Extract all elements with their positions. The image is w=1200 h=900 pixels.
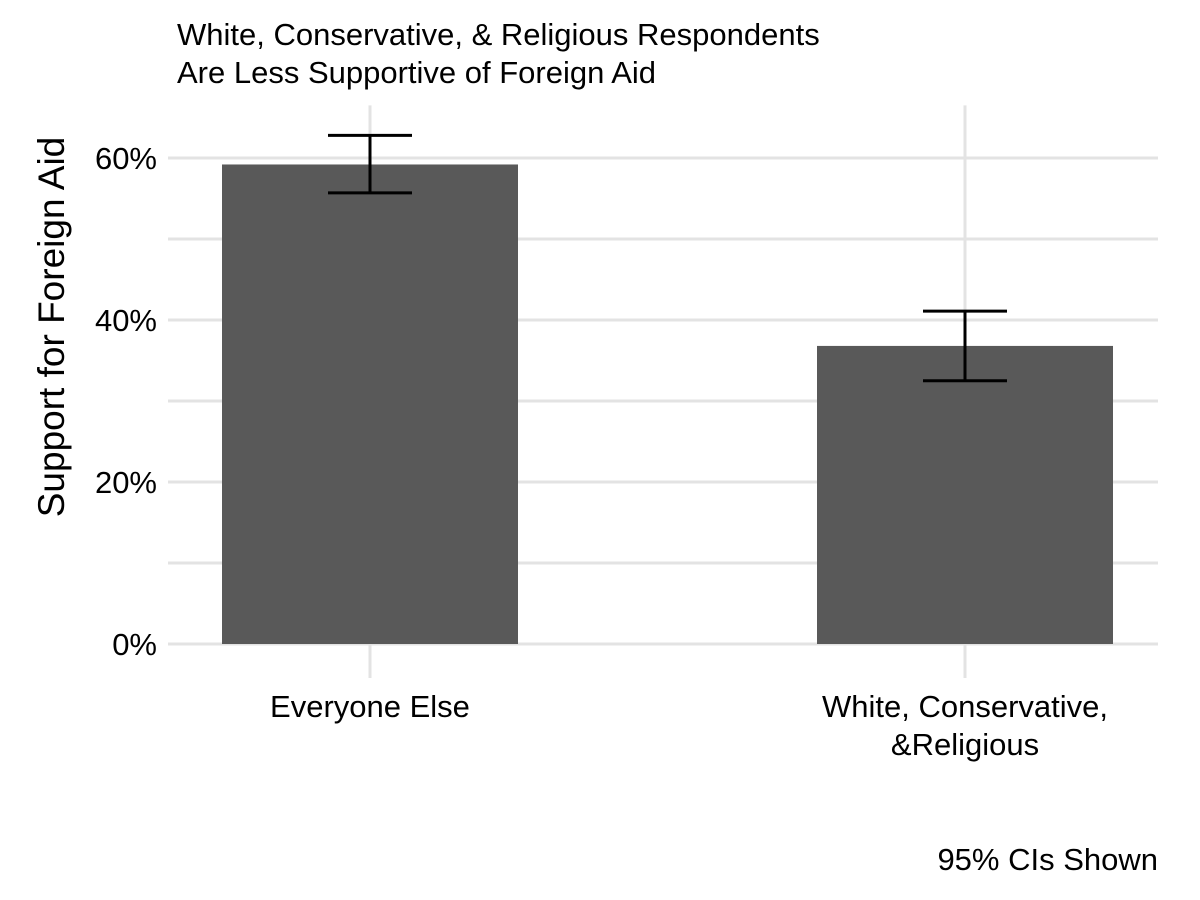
y-tick-label: 0% <box>112 627 157 662</box>
y-tick-label: 20% <box>95 465 157 500</box>
y-tick-label: 40% <box>95 303 157 338</box>
bar <box>222 164 518 645</box>
x-tick-label: &Religious <box>891 727 1039 762</box>
chart-title: White, Conservative, & Religious Respond… <box>177 16 820 92</box>
bar <box>817 345 1113 644</box>
chart-title-line-1: White, Conservative, & Religious Respond… <box>177 17 820 52</box>
y-tick-label: 60% <box>95 141 157 176</box>
chart-title-line-2: Are Less Supportive of Foreign Aid <box>177 55 657 90</box>
x-tick-label: White, Conservative, <box>822 689 1108 724</box>
x-tick-label: Everyone Else <box>270 689 470 724</box>
chart-caption: 95% CIs Shown <box>937 842 1158 877</box>
